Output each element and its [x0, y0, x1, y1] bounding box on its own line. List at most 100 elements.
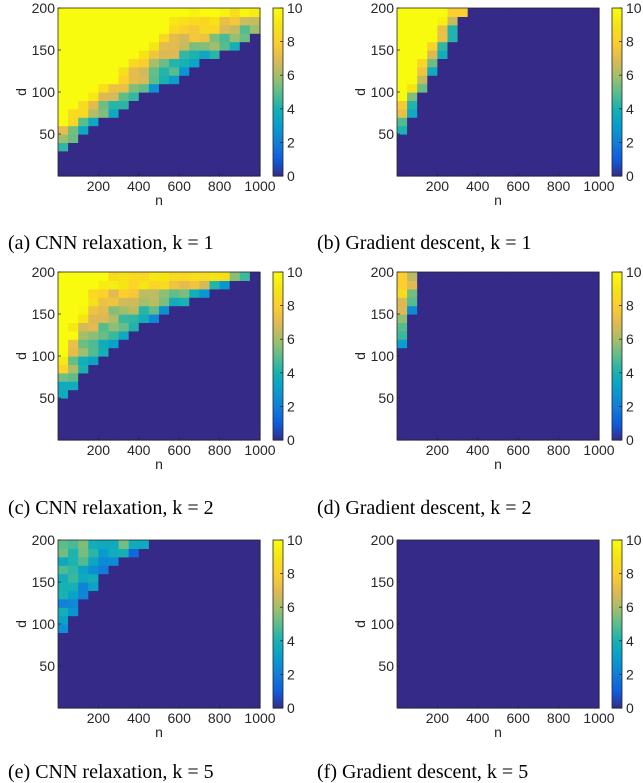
heatmap-cell — [189, 347, 200, 357]
heatmap-cell — [498, 117, 509, 127]
heatmap-cell — [98, 632, 110, 642]
heatmap-cell — [199, 649, 211, 659]
heatmap-cell — [518, 117, 529, 127]
heatmap-cell — [397, 582, 408, 591]
heatmap-cell — [138, 272, 150, 281]
heatmap-cell — [199, 314, 211, 323]
heatmap-cell — [467, 167, 479, 177]
colorbar-segment — [612, 39, 622, 43]
heatmap-cell — [179, 134, 190, 143]
heatmap-cell — [417, 305, 428, 315]
heatmap-cell — [548, 297, 560, 307]
colorbar-segment — [273, 608, 283, 612]
heatmap-cell — [508, 414, 519, 424]
heatmap-cell — [108, 134, 120, 143]
heatmap-cell — [128, 125, 140, 135]
heatmap-cell — [189, 582, 200, 591]
heatmap-cell — [179, 16, 190, 26]
colorbar-segment — [273, 681, 283, 685]
heatmap-cell — [68, 322, 79, 332]
heatmap-cell — [239, 556, 251, 566]
heatmap-cell — [417, 649, 428, 659]
heatmap-cell — [199, 108, 211, 118]
colorbar-segment — [273, 429, 283, 433]
heatmap-cell — [417, 314, 428, 323]
heatmap-cell — [538, 556, 550, 566]
heatmap-cell — [189, 41, 200, 51]
heatmap-cell — [467, 406, 479, 416]
heatmap-cell — [138, 41, 150, 51]
heatmap-cell — [88, 548, 99, 558]
heatmap-cell — [558, 691, 570, 701]
heatmap-cell — [477, 100, 489, 110]
colorbar-segment — [273, 629, 283, 633]
heatmap-cell — [528, 406, 539, 416]
heatmap-cell — [588, 540, 600, 549]
heatmap-cell — [407, 406, 418, 416]
heatmap-cell — [249, 590, 261, 600]
heatmap-cell — [148, 556, 160, 566]
heatmap-cell — [467, 398, 479, 407]
heatmap-cell — [199, 142, 211, 152]
heatmap-cell — [98, 92, 110, 101]
heatmap-cell — [148, 305, 160, 315]
heatmap-cell — [138, 356, 150, 365]
heatmap-cell — [397, 66, 408, 76]
heatmap-cell — [477, 134, 489, 143]
heatmap-cell — [219, 431, 231, 441]
heatmap-cell — [397, 83, 408, 93]
heatmap-cell — [548, 33, 560, 43]
heatmap-cell — [518, 330, 529, 340]
heatmap-cell — [397, 100, 408, 110]
heatmap-cell — [487, 134, 499, 143]
colorbar-segment — [612, 563, 622, 567]
heatmap-cell — [538, 347, 550, 357]
colorbar-segment — [273, 437, 283, 441]
heatmap-cell — [68, 150, 79, 160]
heatmap-cell — [148, 640, 160, 650]
heatmap-cell — [568, 364, 580, 374]
heatmap-cell — [508, 297, 519, 307]
heatmap-cell — [568, 83, 580, 93]
colorbar-segment — [612, 10, 622, 14]
heatmap-cell — [477, 406, 489, 416]
heatmap-cell — [528, 657, 539, 667]
colorbar-segment — [612, 73, 622, 77]
heatmap-cell — [108, 590, 120, 600]
heatmap-cell — [209, 322, 221, 332]
colorbar-segment — [273, 92, 283, 96]
heatmap-cell — [239, 381, 251, 391]
colorbar-tick-label: 10 — [626, 532, 642, 548]
heatmap-cell — [219, 691, 231, 701]
heatmap-cell — [437, 347, 449, 357]
heatmap-cell — [407, 322, 418, 332]
heatmap-cell — [169, 125, 180, 135]
heatmap-cell — [417, 674, 428, 684]
heatmap-cell — [148, 389, 160, 399]
colorbar-tick-label: 4 — [626, 365, 634, 381]
colorbar-tick-label: 6 — [626, 331, 634, 347]
heatmap-cell — [199, 389, 211, 399]
heatmap-cell — [407, 108, 418, 118]
heatmap-cell — [477, 66, 489, 76]
heatmap-cell — [108, 108, 120, 118]
heatmap-cell — [138, 142, 150, 152]
heatmap-cell — [427, 624, 438, 633]
colorbar-segment — [612, 293, 622, 297]
caption-e: (e) CNN relaxation, k = 5 — [8, 761, 214, 783]
heatmap-cell — [498, 272, 509, 281]
heatmap-cell — [189, 431, 200, 441]
heatmap-cell — [148, 347, 160, 357]
heatmap-cell — [58, 297, 69, 307]
heatmap-cell — [457, 598, 469, 608]
heatmap-cell — [118, 699, 130, 709]
heatmap-cell — [189, 134, 200, 143]
heatmap-cell — [128, 582, 140, 591]
heatmap-cell — [229, 624, 241, 633]
colorbar-segment — [612, 314, 622, 318]
colorbar-segment — [612, 89, 622, 93]
heatmap-cell — [159, 381, 170, 391]
heatmap-cell — [407, 167, 418, 177]
heatmap-cell — [548, 159, 560, 169]
